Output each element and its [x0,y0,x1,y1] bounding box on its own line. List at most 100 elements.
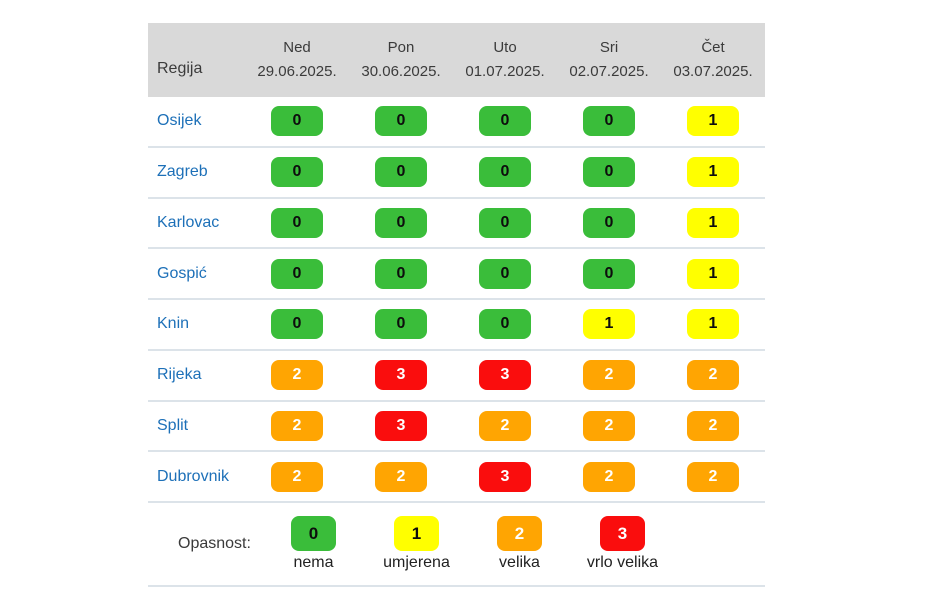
value-cell: 2 [453,410,557,441]
day-name: Ned [283,39,311,56]
hazard-level-badge: 0 [375,207,427,238]
region-link[interactable]: Karlovac [157,213,220,231]
region-column-header: Regija [157,60,203,77]
hazard-level-badge: 1 [583,309,635,340]
value-cell: 2 [557,410,661,441]
hazard-level-badge: 3 [375,360,427,391]
table-row: Rijeka 2 3 3 2 2 [148,351,765,402]
value-cell: 0 [453,157,557,188]
legend-item-label: nema [293,554,334,571]
value-cell: 1 [661,157,765,188]
hazard-level-badge: 0 [375,309,427,340]
hazard-level-badge: 0 [479,207,531,238]
day-name: Uto [493,39,517,56]
hazard-level-badge: 0 [375,157,427,188]
legend-item: 1 umjerena [365,516,468,572]
table-row: Dubrovnik 2 2 3 2 2 [148,452,765,503]
value-cell: 2 [349,461,453,492]
hazard-level-badge: 0 [271,106,323,137]
hazard-table: Regija Ned 29.06.2025. Pon 30.06.2025. Uto 01… [148,23,765,587]
value-cell: 2 [661,410,765,441]
hazard-level-badge: 0 [271,207,323,238]
value-cell: 3 [349,410,453,441]
value-cell: 0 [453,106,557,137]
day-name: Čet [701,39,725,56]
table-row: Knin 0 0 0 1 1 [148,300,765,351]
table-row: Zagreb 0 0 0 0 1 [148,148,765,199]
hazard-level-badge: 3 [479,360,531,391]
value-cell: 0 [349,157,453,188]
hazard-level-badge: 2 [583,461,635,492]
value-cell: 0 [557,207,661,238]
hazard-level-badge: 1 [687,207,739,238]
value-cell: 0 [245,207,349,238]
hazard-level-badge: 3 [375,410,427,441]
hazard-level-badge: 0 [479,309,531,340]
value-cell: 2 [557,461,661,492]
legend-item: 3 vrlo velika [571,516,674,572]
region-link[interactable]: Osijek [157,112,202,130]
hazard-level-badge: 0 [479,157,531,188]
value-cell: 3 [349,360,453,391]
hazard-level-badge: 1 [687,309,739,340]
hazard-level-badge: 0 [271,309,323,340]
legend-item: 2 velika [468,516,571,572]
hazard-level-badge: 2 [583,410,635,441]
hazard-level-badge: 2 [271,360,323,391]
value-cell: 2 [661,360,765,391]
day-name: Pon [387,39,415,56]
value-cell: 0 [349,207,453,238]
region-link[interactable]: Zagreb [157,163,208,181]
legend-item-label: velika [499,554,540,571]
hazard-level-badge: 2 [271,410,323,441]
hazard-level-badge: 1 [687,106,739,137]
value-cell: 2 [661,461,765,492]
region-link[interactable]: Split [157,416,189,434]
hazard-level-badge: 0 [479,106,531,137]
hazard-level-badge: 0 [271,157,323,188]
day-name: Sri [599,39,619,56]
value-cell: 1 [661,309,765,340]
hazard-level-badge: 3 [479,461,531,492]
value-cell: 1 [661,258,765,289]
legend-item: 0 nema [262,516,365,572]
hazard-level-badge: 1 [687,157,739,188]
legend-level-badge: 0 [291,516,336,551]
value-cell: 0 [453,207,557,238]
hazard-level-badge: 0 [271,258,323,289]
value-cell: 0 [245,157,349,188]
value-cell: 0 [245,258,349,289]
table-row: Gospić 0 0 0 0 1 [148,249,765,300]
legend-level-badge: 1 [394,516,439,551]
legend-label: Opasnost: [178,535,251,552]
table-body: Osijek 0 0 0 0 1 Zagreb 0 0 0 0 1 Karlovac 0 0 0 0 1 Gospi… [148,97,765,503]
table-row: Karlovac 0 0 0 0 1 [148,199,765,250]
hazard-level-badge: 1 [687,258,739,289]
value-cell: 2 [245,360,349,391]
day-date: 02.07.2025. [569,63,649,80]
hazard-level-badge: 0 [375,106,427,137]
legend-item-label: umjerena [383,554,450,571]
value-cell: 1 [557,309,661,340]
value-cell: 0 [557,157,661,188]
value-cell: 0 [349,309,453,340]
hazard-level-badge: 0 [479,258,531,289]
hazard-level-badge: 2 [687,410,739,441]
hazard-level-badge: 0 [583,157,635,188]
value-cell: 0 [453,309,557,340]
day-date: 29.06.2025. [257,63,337,80]
value-cell: 0 [245,309,349,340]
value-cell: 0 [557,258,661,289]
region-link[interactable]: Dubrovnik [157,467,230,485]
hazard-level-badge: 0 [583,207,635,238]
value-cell: 0 [245,106,349,137]
day-date: 30.06.2025. [361,63,441,80]
region-link[interactable]: Rijeka [157,366,202,384]
day-column-header: Ned 29.06.2025. [245,23,349,97]
region-link[interactable]: Knin [157,315,190,333]
legend: Opasnost: 0 nema 1 umjerena 2 velika 3 vrlo vel… [148,503,765,587]
region-link[interactable]: Gospić [157,264,207,282]
hazard-level-badge: 0 [583,106,635,137]
legend-level-badge: 3 [600,516,645,551]
legend-item-label: vrlo velika [586,554,659,571]
